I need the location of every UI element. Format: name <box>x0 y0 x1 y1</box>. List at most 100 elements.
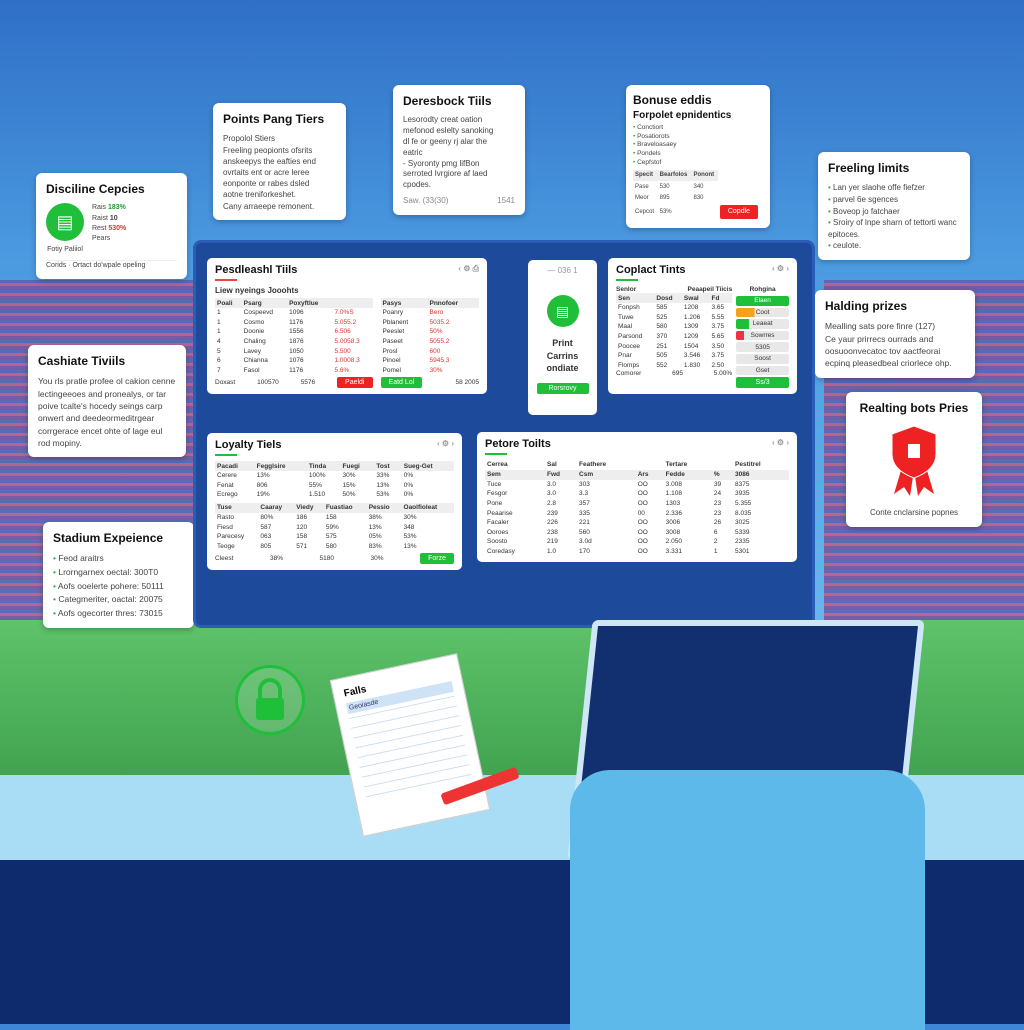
table-cell: 38% <box>368 514 382 522</box>
table-cell: 1.0 <box>547 548 557 556</box>
table-cell: OO <box>637 519 648 527</box>
footer-cell: 695 <box>672 370 683 378</box>
table-cell: 30% <box>403 514 417 522</box>
column-header: Fuegi <box>340 461 375 471</box>
list-item: Cepfstof <box>633 159 763 168</box>
table-cell: 13% <box>256 472 270 480</box>
footer-cell: 30% <box>370 555 384 563</box>
table-cell: 370 <box>656 333 668 341</box>
table-cell: 3.50 <box>711 342 725 350</box>
text-line: Freeling peopionts ofsrits <box>223 145 313 155</box>
settings-icon[interactable]: ‹ ⚙ › <box>437 439 454 448</box>
green-action-button[interactable]: Eatd Lol <box>380 377 423 389</box>
list-item: Lan yer slaohe offe fiefzer <box>828 182 960 194</box>
table-cell: 83% <box>368 542 382 550</box>
table-row: Cerere 13% 100% 30% 33% 0% <box>215 471 454 481</box>
table-header: Specit Bearfolos Ponont <box>633 169 763 182</box>
table-cell: 50% <box>429 328 443 336</box>
table-cell: Flomps <box>618 361 640 369</box>
column-header: Dosd <box>654 293 682 303</box>
table-row: Ecrego 19% 1.510 50% 53% 0% <box>215 490 454 500</box>
settings-icon[interactable]: ‹ ⚙ ⎙ <box>458 264 479 273</box>
table-row: 1 Cosmo 1176 5.055.2 <box>215 318 373 328</box>
column-header: % <box>711 469 734 480</box>
discipline-card: Disciline Cepcies ▤ Fotiy Paliiol Rais 1… <box>36 173 187 279</box>
table-cell: Bero <box>429 309 444 317</box>
table-cell: Cosmo <box>243 318 265 326</box>
table-cell: 238 <box>547 528 558 536</box>
list-item: Categmeriter, oactal: 20075 <box>53 593 184 607</box>
table-cell: 55% <box>308 481 322 489</box>
table-cell: 50% <box>342 491 356 499</box>
text-line: Cany arraeepe remonent. <box>223 201 315 211</box>
table-cell: 1 <box>217 309 221 317</box>
column-header: Caaray <box>258 502 295 513</box>
settings-icon[interactable]: ‹ ⚙ › <box>772 438 789 447</box>
table-header: Pacadi Fegglsire Tinda Fuegi Tost Sueg-Get <box>215 461 454 471</box>
table-cell: 2.050 <box>665 538 682 546</box>
deresbock-card: Deresbock Tiils Lesorodty creat oation me… <box>393 85 525 215</box>
table-cell: 805 <box>260 542 272 550</box>
list-item: Boveop jo fatchaer <box>828 206 960 218</box>
table-cell: 6.506 <box>334 328 351 336</box>
table-cell: Pinoel <box>382 357 401 365</box>
list-item: ceulote. <box>828 240 960 252</box>
column-header: 3086 <box>733 469 789 480</box>
stat-label: Pears <box>92 234 111 242</box>
table-cell: 0% <box>403 472 414 480</box>
table-cell: Cospeevd <box>243 309 273 317</box>
table-cell: 3.546 <box>683 352 701 360</box>
red-action-button[interactable]: Copdle <box>719 205 759 220</box>
table-cell: Copdle <box>718 204 763 221</box>
table-cell: 560 <box>579 528 590 536</box>
table-cell: 24 <box>713 490 722 498</box>
table-row: Pblanent 5035.2 <box>381 318 479 328</box>
table-row: Pone 2.8 357 OO 1303 23 5.355 <box>485 499 789 509</box>
column-header: Psarg <box>241 298 288 308</box>
table-row: Poocee 251 1504 3.50 <box>616 341 732 351</box>
table-cell: Paseet <box>382 338 403 346</box>
card-subtitle: Forpolet epnidentics <box>633 110 732 122</box>
table-cell: 1303 <box>665 500 681 508</box>
column-header: Tuse <box>215 502 259 513</box>
column-header: Fd <box>709 293 733 303</box>
freeling-card: Freeling limits Lan yer slaohe offe fief… <box>818 152 970 260</box>
text-line: cpodes. <box>403 180 432 190</box>
table-cell: 348 <box>403 523 415 531</box>
settings-icon[interactable]: ‹ ⚙ › <box>772 264 789 273</box>
table-header: Pasys Pnnofoer <box>380 298 479 308</box>
table-cell: 357 <box>579 500 590 508</box>
status-pill: Coot <box>736 307 789 318</box>
panel-subtitle: Liew nyeings Jooohts <box>215 286 299 295</box>
text-line: ovrtaits ent or acre leree <box>223 167 310 177</box>
table-cell: Pomel <box>382 366 401 374</box>
leaderboard-panel: Pesdleashl Tiils ‹ ⚙ ⎙ Liew nyeings Joooh… <box>207 258 487 395</box>
red-action-button[interactable]: Paeldi <box>337 377 373 389</box>
panel-controls[interactable]: — 036 1 <box>547 266 578 275</box>
table-cell: 585 <box>656 304 668 312</box>
table-cell: Pblanent <box>382 318 409 326</box>
column-header: Ponont <box>691 169 718 182</box>
table-cell: 5.55 <box>711 313 725 321</box>
table-cell: Cepcot <box>635 208 655 215</box>
green-action-button[interactable]: Forze <box>420 553 454 565</box>
column-header: Fwd <box>545 469 578 480</box>
column-group: Tertare <box>665 461 688 469</box>
table-row: Pase 530 340 <box>633 181 763 192</box>
status-pill: Soost <box>736 353 789 364</box>
card-footer: Conte cnclarsine popnes <box>869 508 959 518</box>
card-title: Stadium Expeience <box>53 531 164 545</box>
table-cell: 3.008 <box>665 480 682 488</box>
table-cell: OO <box>637 538 648 546</box>
table-cell: 5.6% <box>334 366 350 374</box>
table-cell: 3935 <box>735 490 750 498</box>
card-title: Cashiate Tiviils <box>38 354 126 368</box>
column-group: Sal <box>547 461 557 469</box>
table-cell: 100% <box>308 472 326 480</box>
table-cell: 505 <box>656 352 668 360</box>
print-button[interactable]: Rorsrovy <box>536 382 589 394</box>
table-row: Pnar 505 3.546 3.75 <box>616 351 732 361</box>
column-header: Specit <box>633 169 658 182</box>
table-cell: 552 <box>656 361 668 369</box>
green-action-button[interactable]: Ss/3 <box>736 377 789 389</box>
